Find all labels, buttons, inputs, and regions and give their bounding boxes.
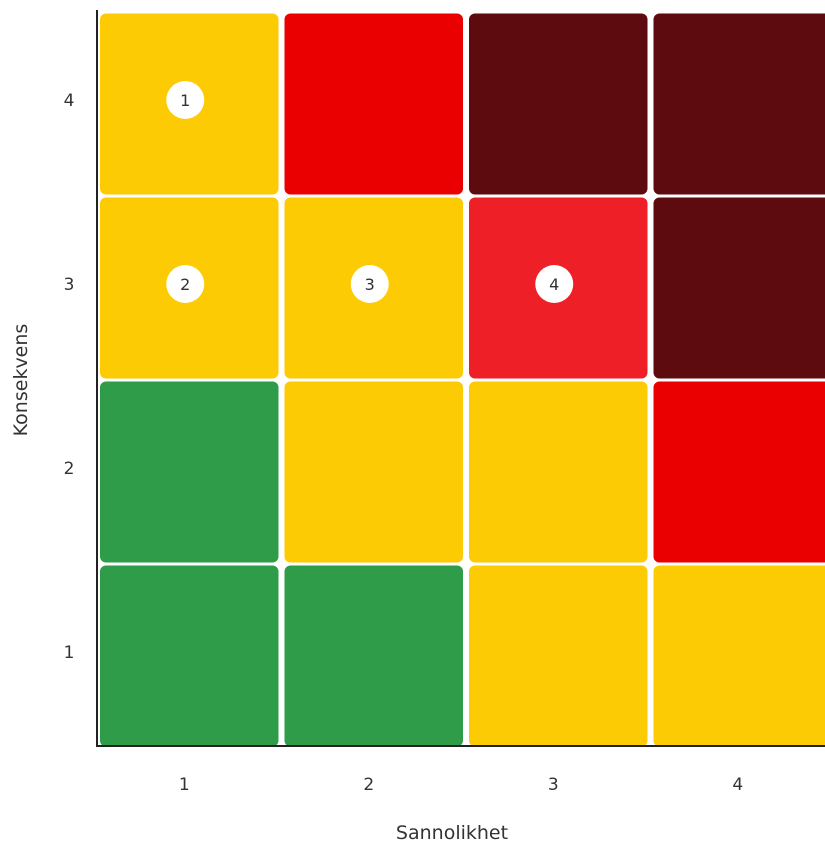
risk-marker-1: 1 xyxy=(166,81,205,119)
y-tick-label-2: 2 xyxy=(64,459,75,479)
x-tick-label-1: 1 xyxy=(179,775,190,795)
cell-4-4 xyxy=(653,13,825,195)
cell-4-2 xyxy=(653,381,825,563)
risk-marker-label: 1 xyxy=(180,91,190,110)
x-axis-label: Sannolikhet xyxy=(396,822,508,844)
cell-3-1 xyxy=(469,565,648,747)
cell-2-2 xyxy=(284,381,463,563)
x-tick-label-2: 2 xyxy=(363,775,374,795)
risk-marker-label: 4 xyxy=(549,275,559,294)
risk-marker-label: 2 xyxy=(180,275,190,294)
risk-marker-circle xyxy=(166,81,205,119)
cell-2-4 xyxy=(284,13,463,195)
cell-4-1 xyxy=(653,565,825,747)
markers-layer: 1 2 3 4 xyxy=(166,81,574,303)
cells-layer xyxy=(100,13,825,747)
risk-marker-4: 4 xyxy=(535,265,574,303)
risk-marker-circle xyxy=(350,265,389,303)
x-tick-label-3: 3 xyxy=(548,775,559,795)
risk-marker-2: 2 xyxy=(166,265,205,303)
x-tick-label-4: 4 xyxy=(732,775,743,795)
y-tick-labels: 1 2 3 4 xyxy=(64,91,75,663)
y-axis-label: Konsekvens xyxy=(10,324,32,437)
risk-marker-circle xyxy=(166,265,205,303)
y-tick-label-3: 3 xyxy=(64,275,75,295)
risk-marker-circle xyxy=(535,265,574,303)
y-tick-label-1: 1 xyxy=(64,643,75,663)
cell-3-2 xyxy=(469,381,648,563)
cell-1-2 xyxy=(100,381,279,563)
cell-2-1 xyxy=(284,565,463,747)
x-tick-labels: 1 2 3 4 xyxy=(179,775,743,795)
cell-4-3 xyxy=(653,197,825,379)
risk-marker-label: 3 xyxy=(365,275,375,294)
cell-3-4 xyxy=(469,13,648,195)
risk-marker-3: 3 xyxy=(350,265,389,303)
y-tick-label-4: 4 xyxy=(64,91,75,111)
cell-1-1 xyxy=(100,565,279,747)
